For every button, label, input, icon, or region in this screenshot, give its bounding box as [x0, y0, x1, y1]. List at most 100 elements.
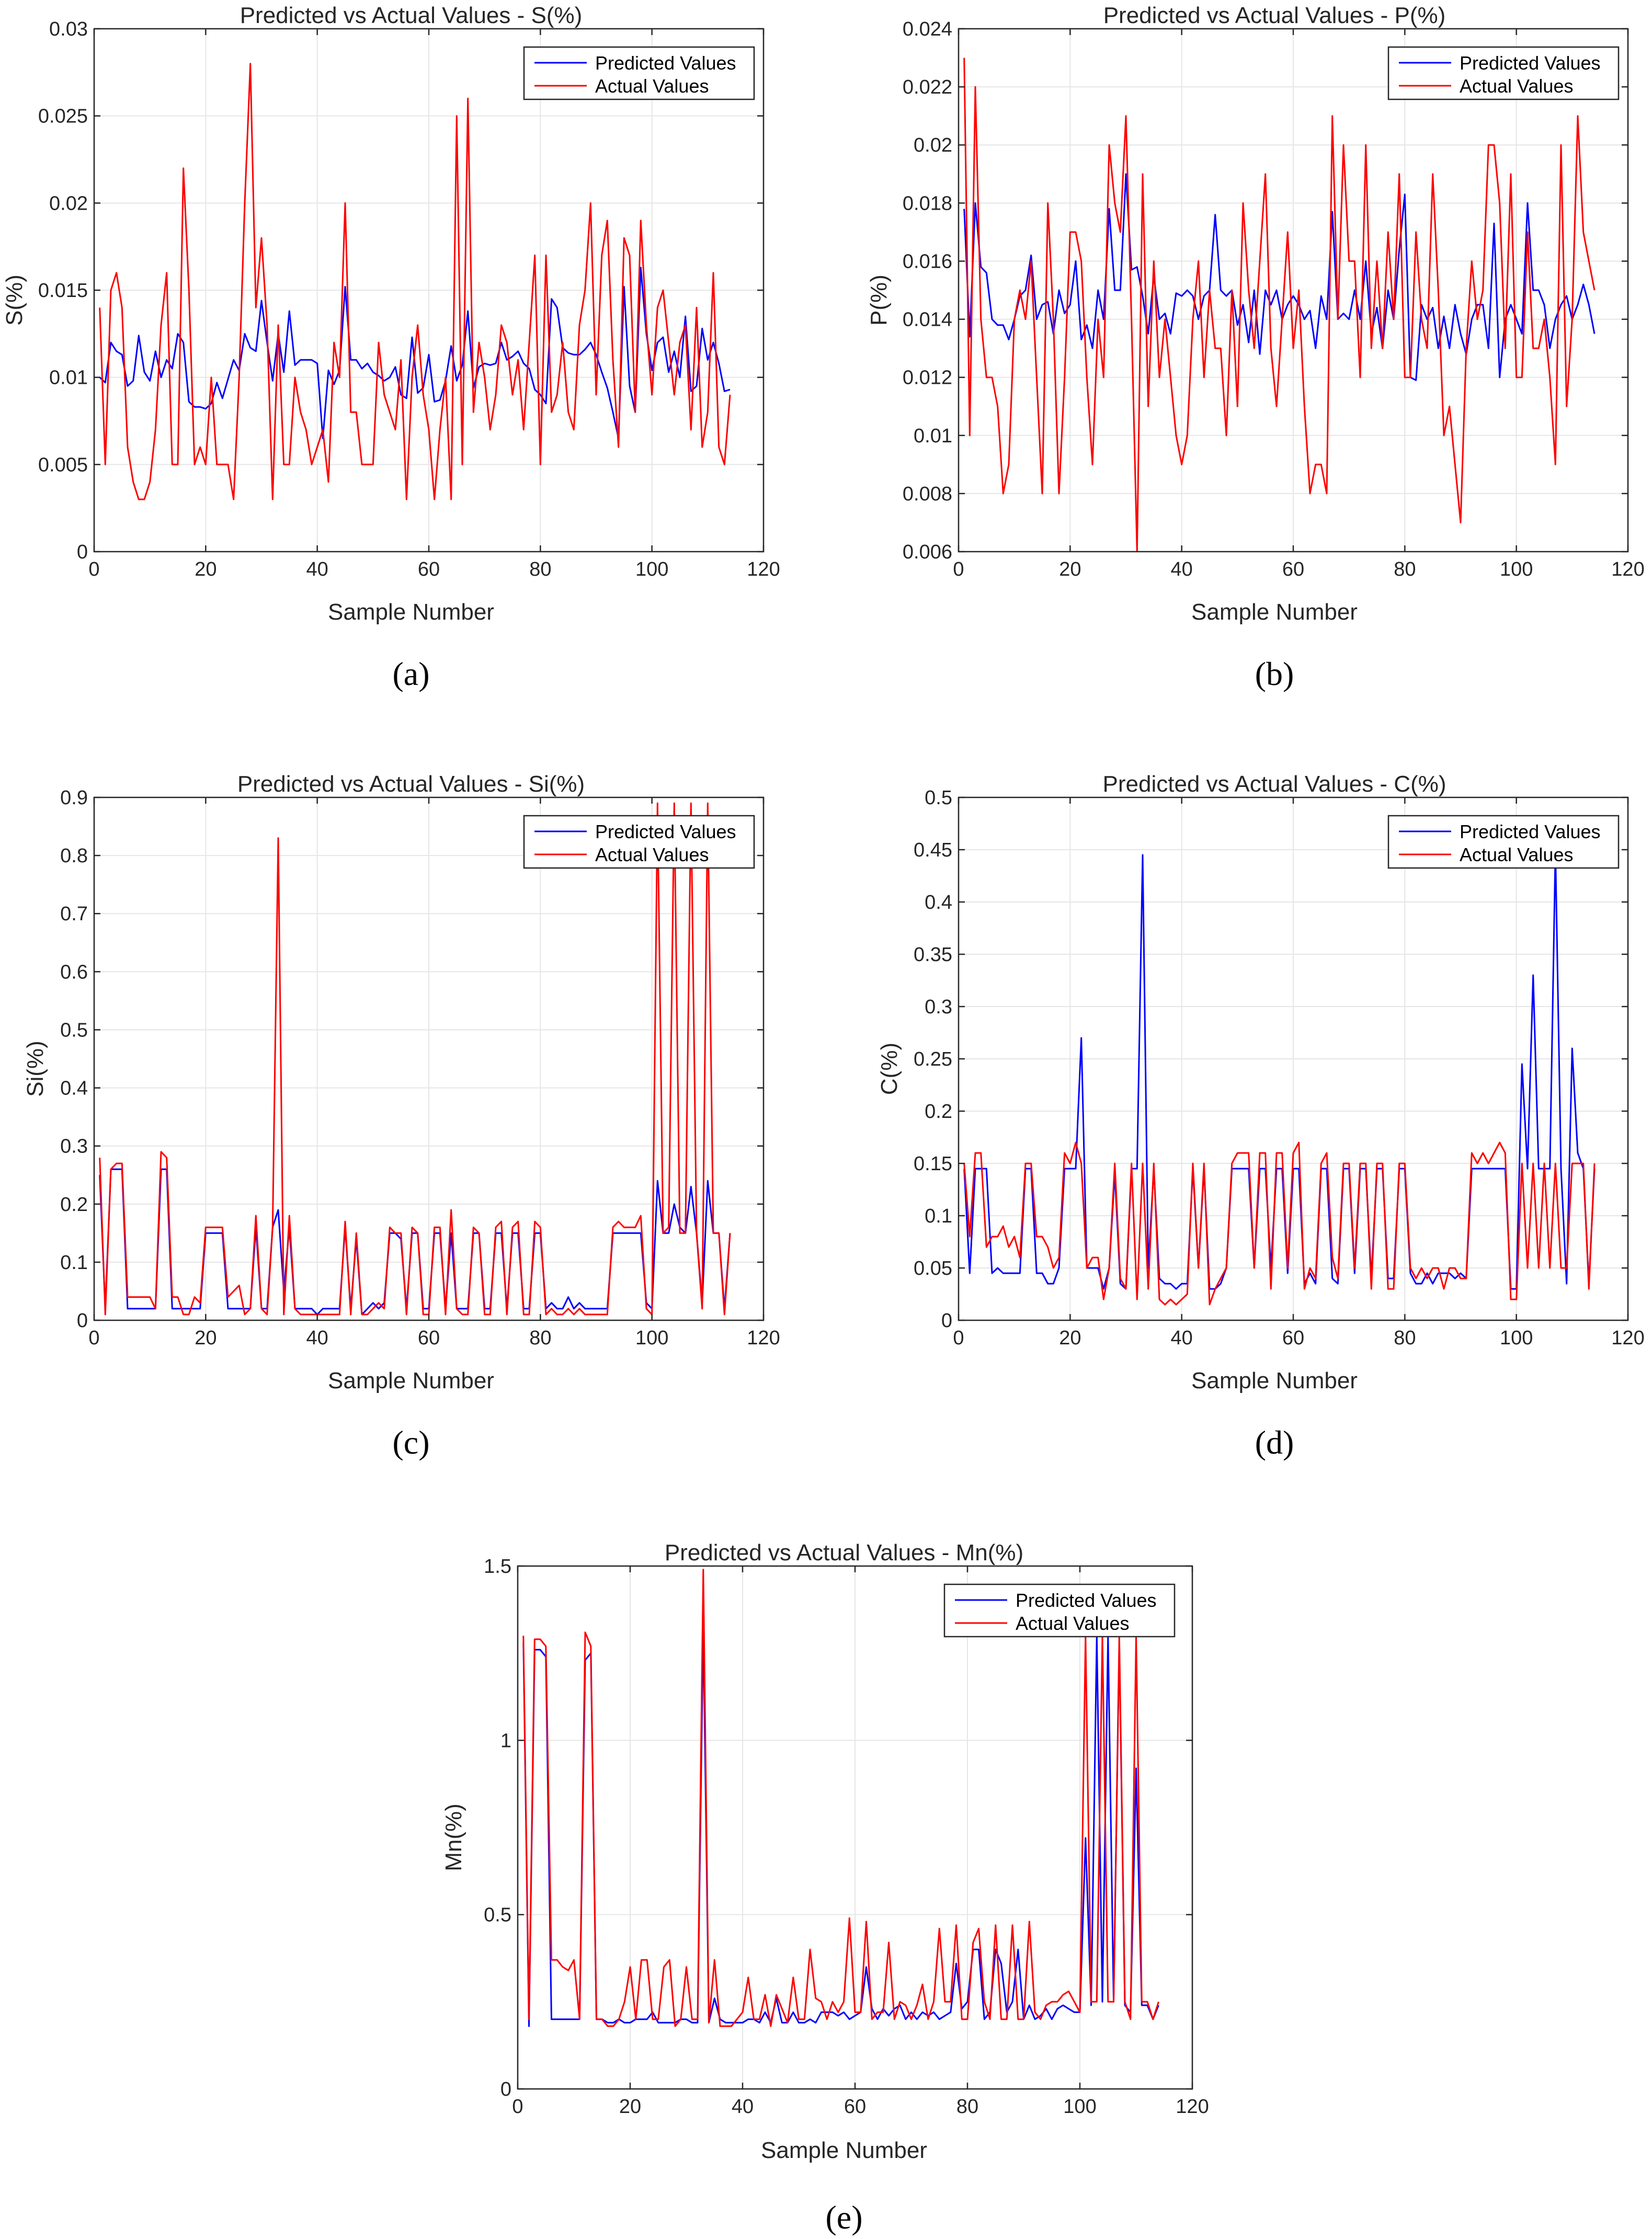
y-tick-label: 0.9 — [60, 787, 88, 809]
y-tick-label: 0.022 — [903, 76, 952, 98]
y-tick-label: 0.012 — [903, 367, 952, 389]
series-line-predicted — [963, 173, 1596, 381]
y-tick-label: 0 — [941, 1310, 952, 1332]
y-axis-label: Mn(%) — [441, 1803, 466, 1871]
y-tick-label: 0.5 — [484, 1904, 511, 1926]
chart-c: Predicted vs Actual Values - C(%) Sample… — [876, 771, 1645, 1461]
y-tick-label: 0.03 — [49, 18, 88, 40]
legend-label: Predicted Values — [1460, 52, 1601, 74]
x-tick-label: 20 — [195, 1327, 217, 1349]
y-tick-label: 0.018 — [903, 192, 952, 214]
x-tick-label: 0 — [88, 558, 99, 580]
y-tick-label: 0.1 — [60, 1252, 88, 1274]
series-line-actual — [99, 63, 731, 500]
x-tick-label: 120 — [1611, 1327, 1644, 1349]
x-tick-label: 80 — [1394, 558, 1416, 580]
y-tick-label: 0.25 — [914, 1048, 952, 1070]
y-tick-label: 0.006 — [903, 541, 952, 563]
legend-box — [943, 1583, 1176, 1638]
chart-s: Predicted vs Actual Values - S(%) Sample… — [2, 3, 780, 692]
legend-label: Actual Values — [595, 75, 709, 97]
y-tick-label: 0.024 — [903, 18, 952, 40]
y-tick-label: 0.05 — [914, 1258, 952, 1280]
y-tick-label: 0.1 — [925, 1205, 952, 1227]
x-tick-label: 120 — [747, 558, 780, 580]
y-tick-label: 0.01 — [49, 367, 88, 389]
y-tick-label: 0 — [500, 2078, 511, 2100]
chart-title: Predicted vs Actual Values - Mn(%) — [665, 1540, 1023, 1566]
x-tick-label: 0 — [512, 2096, 523, 2118]
y-tick-label: 0.6 — [60, 961, 88, 983]
x-tick-label: 120 — [1611, 558, 1644, 580]
x-tick-label: 80 — [956, 2096, 978, 2118]
y-tick-label: 0.5 — [925, 787, 952, 809]
y-tick-label: 0.3 — [925, 996, 952, 1018]
x-tick-label: 20 — [619, 2096, 641, 2118]
legend-box — [1387, 815, 1620, 869]
legend-label: Predicted Values — [1460, 821, 1601, 842]
figure-caption: (d) — [1255, 1424, 1294, 1461]
y-tick-label: 1 — [500, 1730, 511, 1752]
x-tick-label: 20 — [195, 558, 217, 580]
x-tick-label: 20 — [1059, 558, 1081, 580]
y-tick-label: 0.7 — [60, 903, 88, 925]
legend-box — [523, 46, 755, 100]
y-tick-label: 0.4 — [60, 1078, 88, 1100]
x-tick-label: 60 — [418, 1327, 440, 1349]
legend-label: Actual Values — [595, 844, 709, 865]
x-axis-label: Sample Number — [328, 1368, 494, 1393]
figure-caption: (e) — [825, 2199, 862, 2236]
series-line-predicted — [99, 267, 731, 439]
x-tick-label: 40 — [306, 1327, 328, 1349]
y-tick-label: 0.45 — [914, 839, 952, 861]
y-axis-label: S(%) — [2, 275, 27, 326]
x-tick-label: 40 — [306, 558, 328, 580]
chart-title: Predicted vs Actual Values - C(%) — [1103, 771, 1446, 797]
x-tick-label: 40 — [1171, 558, 1193, 580]
legend-box — [1387, 46, 1620, 100]
chart-p: Predicted vs Actual Values - P(%) Sample… — [866, 3, 1645, 692]
legend-label: Predicted Values — [595, 821, 736, 842]
x-axis-label: Sample Number — [328, 599, 494, 625]
series-line-actual — [99, 802, 731, 1316]
y-tick-label: 0.2 — [925, 1101, 952, 1123]
series-line-actual — [963, 1141, 1596, 1306]
series-line-predicted — [963, 849, 1596, 1290]
y-tick-label: 1.5 — [484, 1556, 511, 1578]
legend-label: Actual Values — [1460, 75, 1573, 97]
y-tick-label: 0.025 — [38, 106, 88, 128]
y-tick-label: 0.016 — [903, 250, 952, 272]
x-tick-label: 100 — [635, 1327, 668, 1349]
x-tick-label: 120 — [747, 1327, 780, 1349]
legend-box — [523, 815, 755, 869]
y-tick-label: 0.01 — [914, 425, 952, 447]
y-tick-label: 0 — [77, 1310, 88, 1332]
legend-label: Predicted Values — [595, 52, 736, 74]
y-tick-label: 0.8 — [60, 845, 88, 867]
y-tick-label: 0.15 — [914, 1153, 952, 1175]
x-tick-label: 60 — [1282, 558, 1304, 580]
y-tick-label: 0.5 — [60, 1019, 88, 1041]
legend-label: Predicted Values — [1016, 1590, 1157, 1611]
y-tick-label: 0.014 — [903, 309, 952, 331]
y-tick-label: 0.02 — [49, 192, 88, 214]
x-tick-label: 80 — [1394, 1327, 1416, 1349]
chart-mn: Predicted vs Actual Values - Mn(%) Sampl… — [441, 1540, 1209, 2236]
chart-si: Predicted vs Actual Values - Si(%) Sampl… — [22, 771, 780, 1461]
y-axis-label: C(%) — [876, 1043, 902, 1095]
x-tick-label: 0 — [953, 558, 964, 580]
y-tick-label: 0.35 — [914, 944, 952, 966]
y-tick-label: 0.015 — [38, 280, 88, 302]
series-line-predicted — [522, 1624, 1159, 2027]
x-tick-label: 120 — [1176, 2096, 1209, 2118]
y-tick-label: 0.4 — [925, 892, 952, 913]
y-tick-label: 0.3 — [60, 1136, 88, 1158]
y-axis-label: Si(%) — [22, 1041, 48, 1097]
x-tick-label: 100 — [1500, 1327, 1533, 1349]
figure-caption: (c) — [392, 1424, 429, 1461]
